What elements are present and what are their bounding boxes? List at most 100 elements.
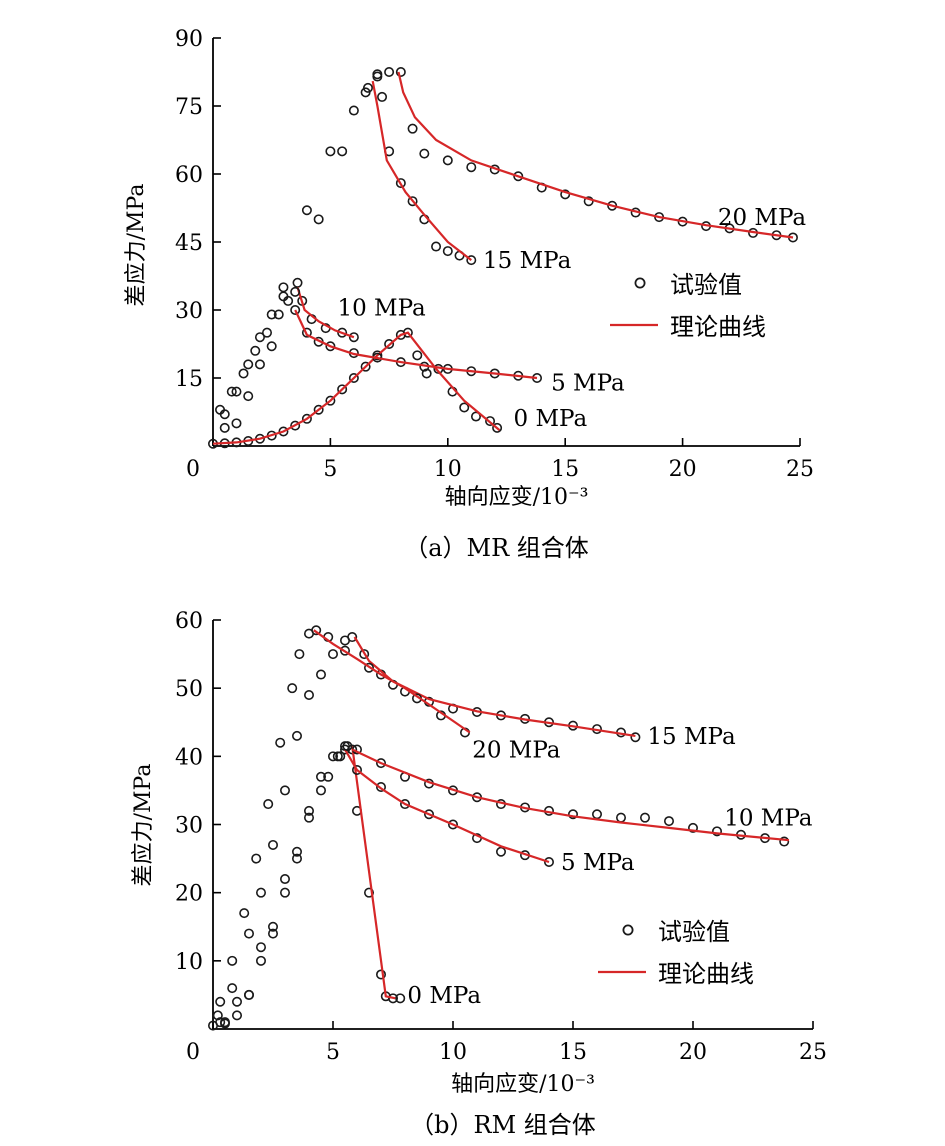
experimental-point (232, 1010, 243, 1021)
experimental-point (543, 856, 554, 867)
experimental-point (485, 416, 496, 427)
experimental-point (290, 420, 301, 431)
experimental-point (215, 1017, 226, 1028)
experimental-point (263, 799, 274, 810)
experimental-point (348, 105, 359, 116)
y-tick-label: 60 (175, 609, 203, 634)
experimental-point (419, 148, 430, 159)
experimental-point (348, 372, 359, 383)
experimental-point (466, 255, 477, 266)
experimental-point (244, 989, 255, 1000)
experimental-point (232, 996, 243, 1007)
experimental-point (311, 625, 322, 636)
experimental-point (303, 812, 314, 823)
series-label: 0 MPa (514, 406, 588, 432)
experimental-point (290, 286, 301, 297)
experimental-point (363, 662, 374, 673)
theory-curve (351, 748, 790, 842)
experimental-point (231, 418, 242, 429)
series-10-mpa: 10 MPa (219, 277, 426, 420)
theory-curve (351, 745, 396, 1000)
experimental-point (266, 341, 277, 352)
experimental-point (227, 983, 238, 994)
series-20-mpa: 20 MPa (215, 625, 561, 1007)
theory-curve (212, 331, 501, 445)
experimental-point (267, 928, 278, 939)
experimental-point (615, 812, 626, 823)
experimental-point (279, 785, 290, 796)
experimental-point (360, 361, 371, 372)
x-tick-label: 20 (669, 457, 697, 482)
legend-label-theory: 理论曲线 (658, 960, 754, 988)
series-0-mpa: 0 MPa (208, 741, 481, 1031)
experimental-point (395, 993, 406, 1004)
x-tick-label: 5 (326, 1040, 340, 1065)
panel-caption: （a）MR 组合体 (404, 534, 589, 562)
experimental-point (215, 996, 226, 1007)
theory-curve (371, 80, 472, 261)
experimental-point (335, 751, 346, 762)
experimental-point (375, 758, 386, 769)
experimental-point (255, 942, 266, 953)
theory-curve (353, 636, 636, 737)
experimental-point (275, 737, 286, 748)
series-label: 10 MPa (724, 806, 813, 832)
experimental-point (315, 785, 326, 796)
y-tick-label: 40 (175, 745, 203, 770)
experimental-point (255, 955, 266, 966)
legend-marker-experimental (622, 924, 634, 936)
experimental-point (226, 386, 237, 397)
series-15-mpa: 15 MPa (219, 69, 572, 433)
experimental-point (313, 214, 324, 225)
experimental-point (407, 123, 418, 134)
series-15-mpa: 15 MPa (212, 632, 736, 1021)
experimental-point (315, 771, 326, 782)
chart-panel-b: 0 5 10 15 20 25 10 20 30 40 50 60 轴向应变/10⁻³ 差应力/MPa 0 … (131, 609, 827, 1139)
experimental-point (513, 171, 524, 182)
experimental-point (431, 241, 442, 252)
legend-label-experimental: 试验值 (670, 271, 742, 299)
experimental-point (347, 632, 358, 643)
theory-curve (397, 71, 794, 239)
experimental-point (342, 741, 353, 752)
panel-caption: （b）RM 组合体 (410, 1111, 596, 1139)
experimental-point (351, 764, 362, 775)
experimental-point (292, 277, 303, 288)
x-axis-title: 轴向应变/10⁻³ (451, 1072, 595, 1097)
experimental-point (639, 812, 650, 823)
experimental-point (630, 732, 641, 743)
theory-curve (313, 629, 471, 734)
series-20-mpa: 20 MPa (231, 67, 807, 429)
experimental-point (402, 327, 413, 338)
x-tick-label: 20 (679, 1040, 707, 1065)
series-label: 15 MPa (483, 248, 572, 274)
legend-label-experimental: 试验值 (658, 918, 730, 946)
experimental-point (243, 391, 254, 402)
experimental-point (442, 155, 453, 166)
y-tick-label: 50 (175, 677, 203, 702)
experimental-point (219, 409, 230, 420)
experimental-point (348, 332, 359, 343)
experimental-point (459, 402, 470, 413)
experimental-point (323, 771, 334, 782)
experimental-point (447, 819, 458, 830)
legend-label-theory: 理论曲线 (670, 313, 766, 341)
experimental-point (278, 282, 289, 293)
x-tick-label: 10 (439, 1040, 467, 1065)
experimental-point (266, 309, 277, 320)
series-5-mpa: 5 MPa (215, 295, 625, 415)
experimental-point (663, 816, 674, 827)
series-label: 20 MPa (718, 205, 807, 231)
experimental-point (254, 359, 265, 370)
experimental-point (470, 411, 481, 422)
experimental-point (251, 853, 262, 864)
experimental-point (395, 178, 406, 189)
experimental-point (243, 359, 254, 370)
experimental-point (219, 422, 230, 433)
chart-panel-a: 0 5 10 15 20 25 15 30 45 60 75 90 轴向应变/10⁻³ 差应力/MPa 0 … (124, 27, 814, 562)
experimental-point (291, 846, 302, 857)
experimental-point (267, 839, 278, 850)
experimental-point (262, 327, 273, 338)
series-5-mpa: 5 MPa (215, 744, 635, 1028)
